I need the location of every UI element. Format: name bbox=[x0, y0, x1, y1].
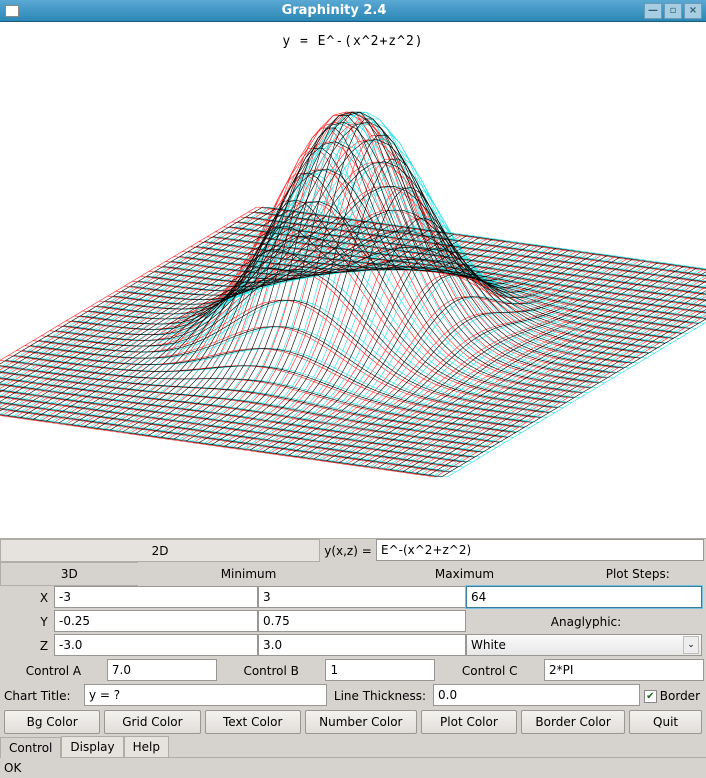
border-checkbox[interactable]: ✔ bbox=[644, 690, 657, 703]
control-b-label: Control B bbox=[219, 659, 324, 683]
y-row: Y Anaglyphic: bbox=[0, 610, 706, 634]
window-titlebar[interactable]: Graphinity 2.4 — ▫ × bbox=[0, 0, 706, 22]
plot-steps-input[interactable] bbox=[466, 586, 702, 608]
border-label: Border bbox=[660, 689, 700, 703]
z-row: Z White ⌄ bbox=[0, 634, 706, 658]
z-max-input[interactable] bbox=[258, 634, 466, 656]
tab-display[interactable]: Display bbox=[61, 736, 123, 757]
line-thickness-label: Line Thickness: bbox=[327, 684, 433, 708]
y-min-input[interactable] bbox=[54, 610, 258, 632]
plot-color-button[interactable]: Plot Color bbox=[421, 710, 517, 734]
anaglyphic-value: White bbox=[471, 638, 506, 652]
chevron-down-icon: ⌄ bbox=[683, 636, 699, 654]
chart-title-label: Chart Title: bbox=[2, 684, 84, 708]
z-label: Z bbox=[34, 634, 54, 658]
col-header-max: Maximum bbox=[360, 562, 570, 586]
col-header-min: Minimum bbox=[138, 562, 360, 586]
x-min-input[interactable] bbox=[54, 586, 258, 608]
control-b-input[interactable] bbox=[325, 659, 435, 681]
plot-area[interactable]: y = E^-(x^2+z^2) bbox=[0, 22, 706, 538]
window-buttons: — ▫ × bbox=[644, 3, 706, 19]
control-c-label: Control C bbox=[437, 659, 542, 683]
col-header-steps: Plot Steps: bbox=[570, 562, 706, 586]
close-button[interactable]: × bbox=[684, 3, 702, 19]
border-checkbox-wrap[interactable]: ✔ Border bbox=[640, 684, 704, 708]
x-label: X bbox=[34, 586, 54, 610]
anaglyphic-select[interactable]: White ⌄ bbox=[466, 634, 702, 656]
y-max-input[interactable] bbox=[258, 610, 466, 632]
border-color-button[interactable]: Border Color bbox=[521, 710, 625, 734]
title-row: Chart Title: Line Thickness: ✔ Border bbox=[0, 684, 706, 708]
mode-tab-2d[interactable]: 2D bbox=[0, 539, 320, 562]
window-icon-wrap bbox=[0, 5, 24, 17]
headers-row: 3D Minimum Maximum Plot Steps: bbox=[0, 562, 706, 586]
grid-color-button[interactable]: Grid Color bbox=[104, 710, 200, 734]
function-label: y(x,z) = bbox=[320, 539, 376, 562]
status-text: OK bbox=[4, 761, 21, 775]
window-title: Graphinity 2.4 bbox=[24, 3, 644, 18]
control-c-input[interactable] bbox=[544, 659, 704, 681]
tab-control[interactable]: Control bbox=[0, 737, 61, 758]
text-color-button[interactable]: Text Color bbox=[205, 710, 301, 734]
minimize-button[interactable]: — bbox=[644, 3, 662, 19]
function-row: 2D y(x,z) = bbox=[0, 538, 706, 562]
function-input[interactable] bbox=[376, 539, 704, 561]
bottom-tabs: Control Display Help bbox=[0, 736, 706, 758]
bg-color-button[interactable]: Bg Color bbox=[4, 710, 100, 734]
tab-help[interactable]: Help bbox=[124, 736, 169, 757]
color-buttons-row: Bg Color Grid Color Text Color Number Co… bbox=[0, 708, 706, 736]
control-a-label: Control A bbox=[2, 659, 105, 683]
control-a-input[interactable] bbox=[107, 659, 217, 681]
window-icon bbox=[5, 5, 19, 17]
abc-row: Control A Control B Control C bbox=[0, 658, 706, 684]
line-thickness-input[interactable] bbox=[433, 684, 640, 706]
chart-title-input[interactable] bbox=[84, 684, 327, 706]
plot-surface bbox=[0, 22, 706, 538]
anaglyphic-label: Anaglyphic: bbox=[466, 610, 706, 634]
y-label: Y bbox=[34, 610, 54, 634]
quit-button[interactable]: Quit bbox=[629, 710, 702, 734]
x-max-input[interactable] bbox=[258, 586, 466, 608]
maximize-button[interactable]: ▫ bbox=[664, 3, 682, 19]
app-window: Graphinity 2.4 — ▫ × y = E^-(x^2+z^2) 2D… bbox=[0, 0, 706, 778]
status-bar: OK bbox=[0, 758, 706, 778]
number-color-button[interactable]: Number Color bbox=[305, 710, 417, 734]
mode-tabs bbox=[0, 539, 34, 587]
x-row: X bbox=[0, 586, 706, 610]
controls-panel: 2D y(x,z) = 3D Minimum Maximum Plot Step… bbox=[0, 538, 706, 778]
z-min-input[interactable] bbox=[54, 634, 258, 656]
